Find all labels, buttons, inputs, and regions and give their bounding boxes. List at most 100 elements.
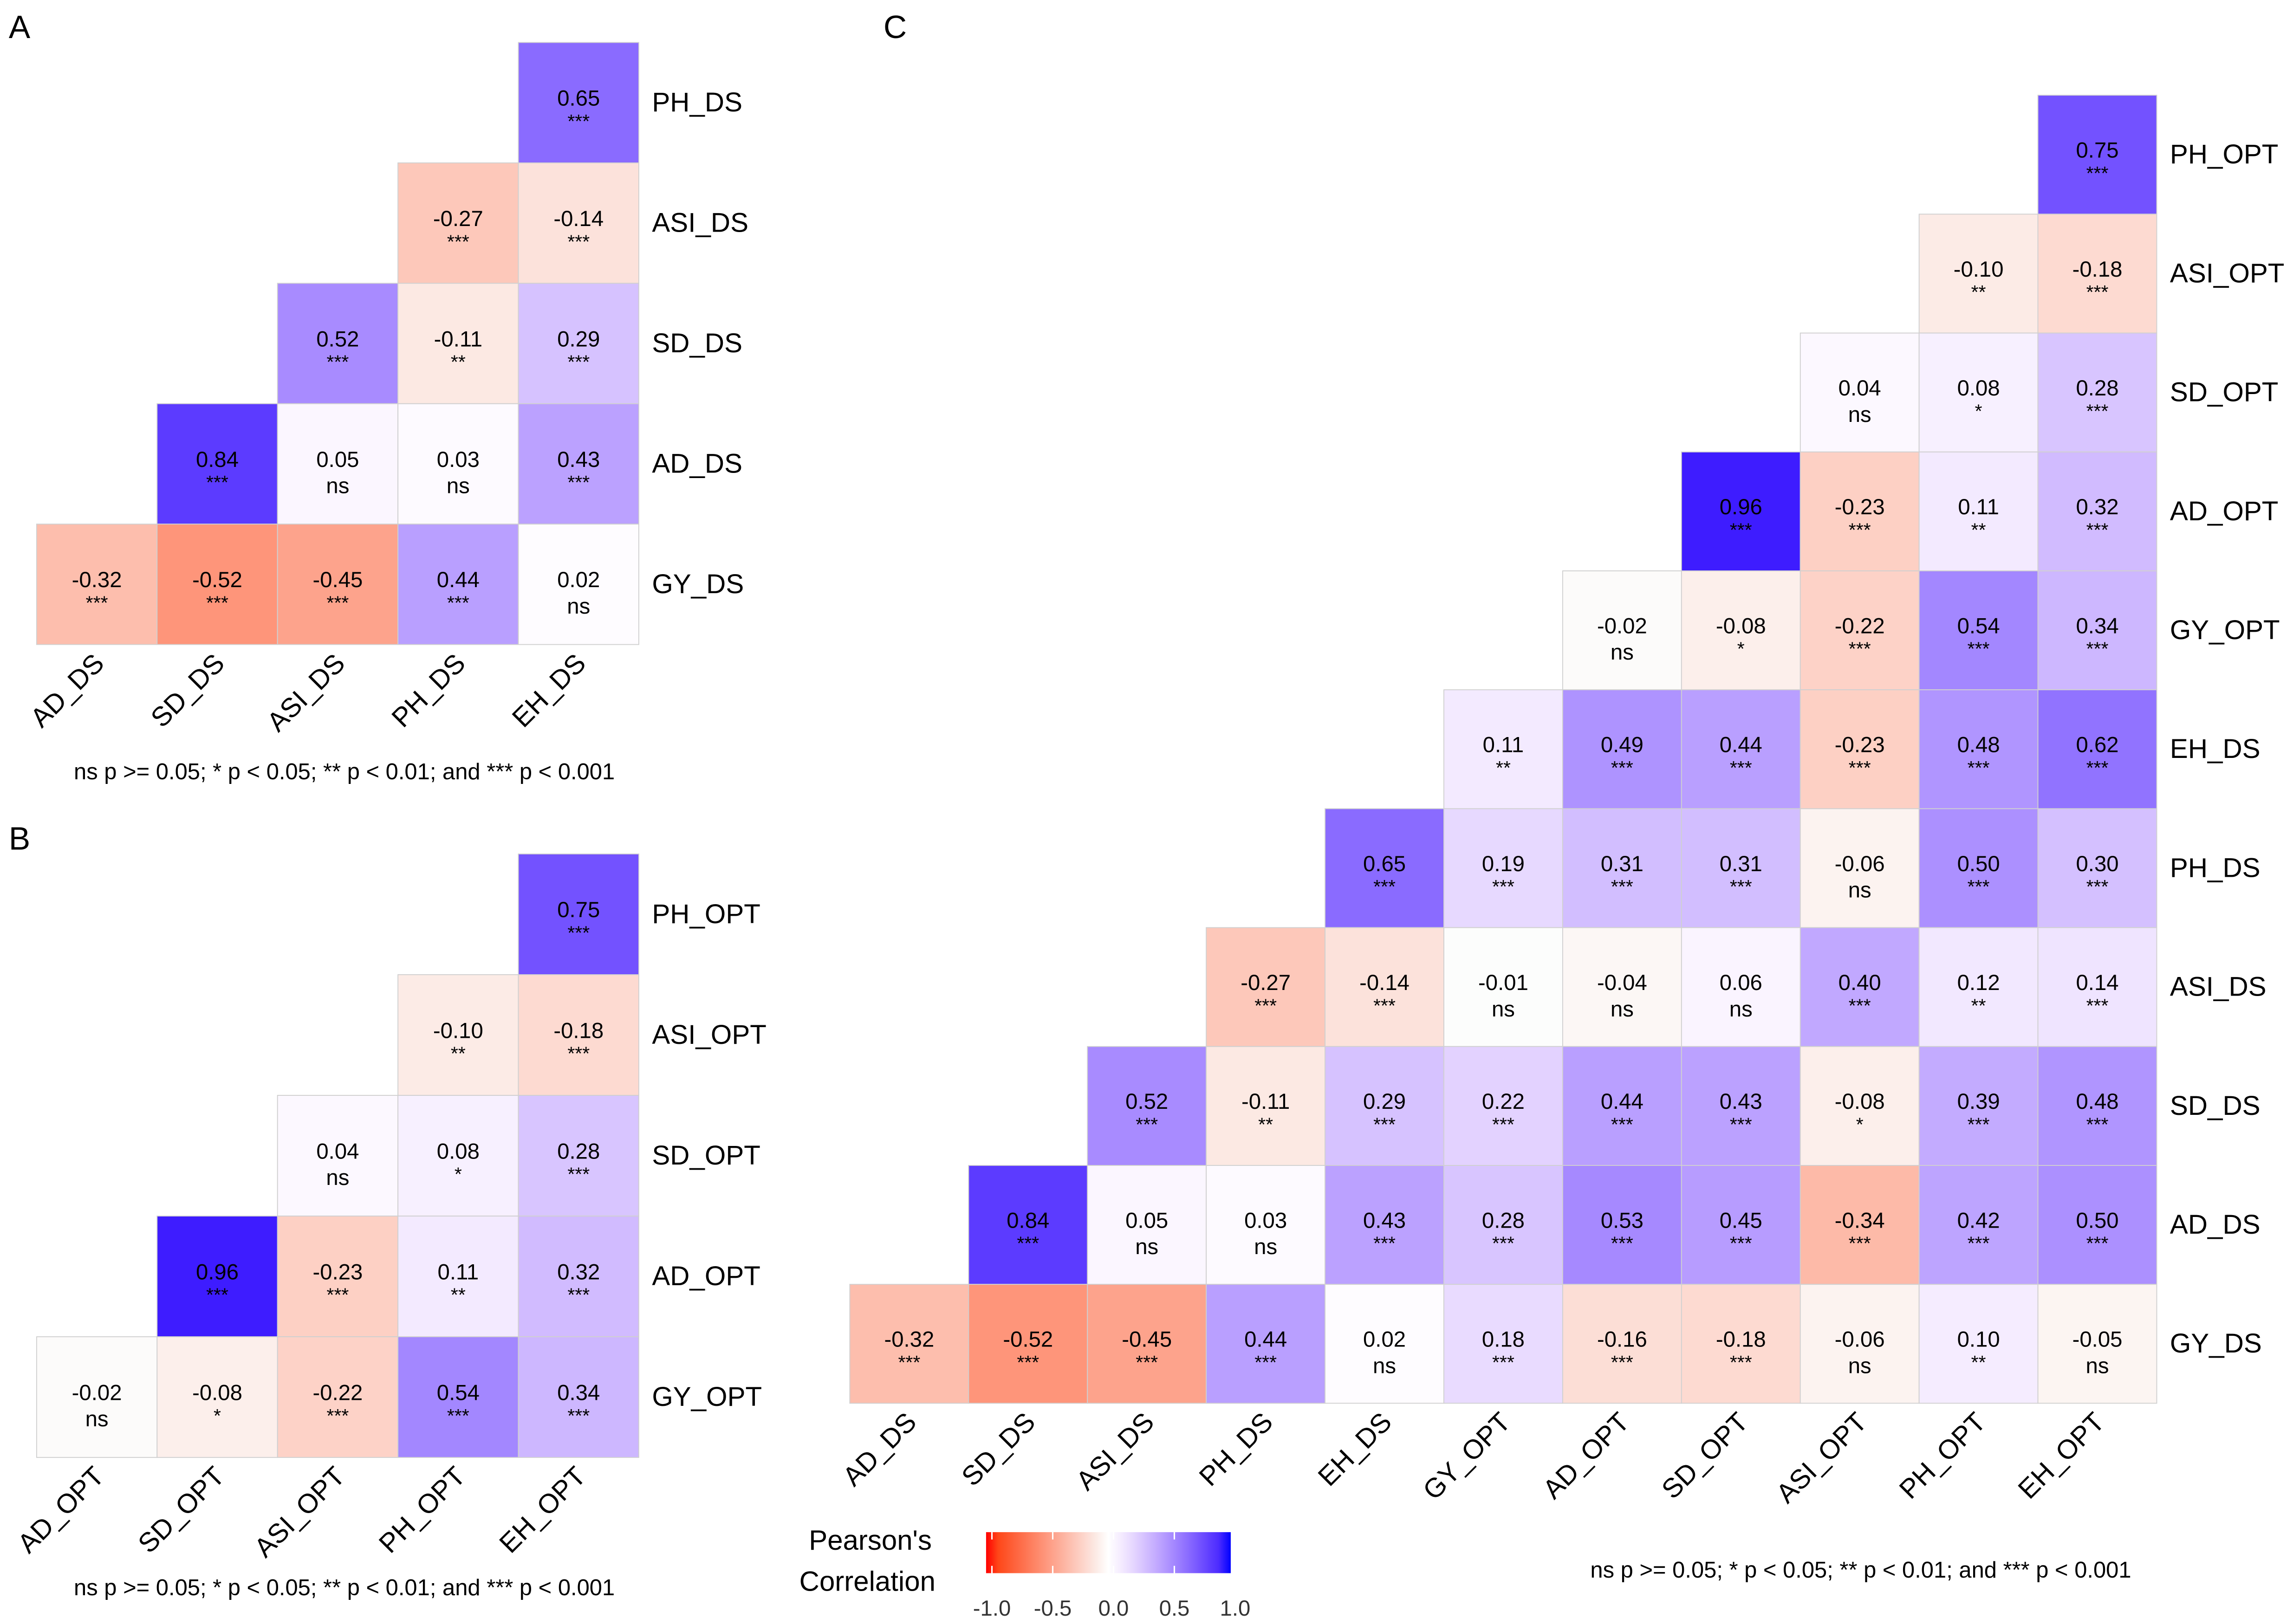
row-tick-label: PH_DS	[652, 87, 742, 117]
cell-significance-label: ***	[2086, 1114, 2109, 1135]
heatmap-cell: 0.48***	[2037, 1046, 2157, 1166]
cell-significance-label: ***	[206, 592, 228, 614]
heatmap-cell: 0.44***	[1562, 1046, 1682, 1166]
cell-value-label: -0.06	[1835, 852, 1885, 876]
heatmap-cell: 0.30***	[2037, 808, 2157, 928]
cell-value-label: 0.03	[1244, 1208, 1287, 1233]
cell-significance-label: ***	[326, 1405, 349, 1426]
cell-significance-label: ***	[1611, 876, 1633, 897]
cell-significance-label: ***	[1017, 1352, 1039, 1373]
cell-value-label: 0.62	[2076, 733, 2118, 757]
cell-value-label: 0.34	[557, 1380, 600, 1405]
cell-fill	[1206, 1284, 1326, 1404]
heatmap-cell: 0.28***	[518, 1095, 639, 1217]
heatmap-cell: 0.49***	[1562, 689, 1682, 809]
heatmap-cell: 0.34***	[518, 1336, 639, 1458]
legend-tick-label: -0.5	[1034, 1596, 1072, 1621]
cell-value-label: 0.44	[1720, 733, 1762, 757]
cell-value-label: -0.18	[553, 1018, 604, 1043]
cell-value-label: -0.34	[1835, 1208, 1885, 1233]
heatmap-cell: 0.11**	[397, 1216, 519, 1338]
cell-significance-label: ***	[567, 1043, 590, 1064]
cell-fill	[1799, 1165, 1920, 1285]
cell-significance-label: ***	[2086, 281, 2109, 303]
cell-fill	[1206, 1046, 1326, 1166]
cell-fill	[2037, 332, 2157, 453]
cell-significance-label: **	[451, 351, 466, 373]
column-tick-label: SD_DS	[956, 1407, 1041, 1492]
legend-title-line1: Pearson's	[809, 1525, 932, 1556]
cell-significance-label: ***	[2086, 638, 2109, 660]
cell-significance-label: ***	[2086, 162, 2109, 184]
cell-fill	[1681, 570, 1801, 691]
cell-value-label: -0.10	[1954, 257, 2004, 282]
cell-value-label: 0.49	[1601, 733, 1643, 757]
heatmap-cell: 0.12**	[1918, 927, 2039, 1047]
heatmap-cell: -0.27***	[1206, 927, 1326, 1047]
heatmap-cell: 0.08*	[1918, 332, 2039, 453]
cell-significance-label: ***	[1730, 1352, 1752, 1373]
cell-fill	[397, 283, 519, 404]
cell-value-label: 0.43	[557, 447, 600, 472]
heatmap-cell: 0.14***	[2037, 927, 2157, 1047]
cell-value-label: 0.96	[1720, 495, 1762, 519]
row-tick-label: GY_OPT	[652, 1382, 762, 1412]
cell-significance-label: ***	[1611, 1233, 1633, 1254]
cell-significance-label: ns	[1373, 1353, 1396, 1378]
cell-significance-label: ***	[1254, 1352, 1277, 1373]
row-tick-label: SD_DS	[2170, 1091, 2261, 1121]
heatmap-cell: -0.14***	[1325, 927, 1444, 1047]
row-tick-label: AD_DS	[2170, 1210, 2261, 1240]
heatmap-cell: 0.42***	[1918, 1165, 2039, 1285]
cell-significance-label: ***	[1611, 1352, 1633, 1373]
cell-significance-label: ***	[206, 1284, 228, 1306]
cell-significance-label: ***	[2086, 1233, 2109, 1254]
cell-fill	[1799, 570, 1920, 691]
heatmap-cell: 0.52***	[277, 283, 399, 404]
cell-significance-label: ns	[1729, 997, 1753, 1022]
cell-significance-label: ***	[1373, 876, 1396, 897]
cell-value-label: 0.65	[1363, 852, 1406, 876]
heatmap-cell: -0.52***	[156, 524, 278, 645]
cell-value-label: -0.14	[1359, 971, 1410, 995]
cell-fill	[1681, 1165, 1801, 1285]
cell-fill	[1918, 808, 2039, 928]
cell-value-label: 0.08	[437, 1139, 480, 1164]
cell-value-label: -0.11	[434, 327, 482, 351]
heatmap-cell: -0.34***	[1799, 1165, 1920, 1285]
cell-fill	[1799, 1046, 1920, 1166]
heatmap-cell: -0.22***	[277, 1336, 399, 1458]
cell-value-label: -0.27	[433, 207, 483, 231]
cell-fill	[1087, 1284, 1207, 1404]
cell-fill	[518, 42, 639, 163]
cell-significance-label: ns	[326, 1165, 349, 1190]
heatmap-cell: -0.08*	[1681, 570, 1801, 691]
cell-value-label: 0.65	[557, 86, 600, 111]
heatmap-cell: -0.52***	[968, 1284, 1088, 1404]
color-legend: Pearson's Correlation -1.0 -0.5 0.0 0.5 1.0	[799, 1525, 1251, 1621]
cell-value-label: -0.23	[312, 1260, 363, 1284]
panel-label-c: C	[883, 9, 907, 45]
cell-significance-label: ns	[2086, 1353, 2109, 1378]
cell-fill	[1325, 1165, 1444, 1285]
cell-significance-label: ***	[1136, 1352, 1158, 1373]
column-tick-label: EH_OPT	[2013, 1407, 2111, 1505]
cell-significance-label: ***	[1968, 757, 1990, 778]
heatmap-cell: 0.32***	[2037, 451, 2157, 571]
cell-value-label: 0.05	[316, 447, 359, 472]
cell-significance-label: ***	[447, 231, 469, 252]
cell-value-label: -0.18	[1716, 1327, 1766, 1352]
cell-fill	[397, 974, 519, 1096]
cell-value-label: 0.10	[1957, 1327, 2000, 1352]
cell-significance-label: ***	[1492, 1233, 1514, 1254]
cell-fill	[1562, 1165, 1682, 1285]
column-tick-label: GY_OPT	[1417, 1407, 1516, 1506]
cell-fill	[397, 162, 519, 284]
heatmap-cell: 0.40***	[1799, 927, 1920, 1047]
cell-significance-label: ***	[1611, 1114, 1633, 1135]
cell-value-label: -0.32	[884, 1327, 934, 1352]
heatmap-cell: -0.10**	[1918, 214, 2039, 334]
heatmap-cell: 0.18***	[1443, 1284, 1563, 1404]
cell-significance-label: ***	[567, 110, 590, 132]
